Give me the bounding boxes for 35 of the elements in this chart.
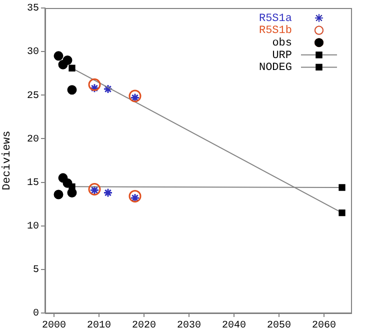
point — [62, 56, 72, 66]
y-tick-label: 10 — [26, 222, 39, 232]
x-tick-label: 2040 — [222, 320, 246, 329]
x-tick-label: 2000 — [42, 320, 66, 329]
x-tick-label: 2050 — [266, 320, 292, 329]
point — [88, 78, 101, 91]
point — [128, 90, 142, 102]
x-tick-label: 2020 — [132, 320, 156, 329]
point — [103, 84, 113, 94]
legend-label: R5S1b — [258, 25, 292, 38]
point — [68, 183, 76, 190]
point — [68, 64, 76, 72]
legend-label: NODEG — [258, 62, 292, 74]
point — [128, 190, 142, 202]
y-tick-label: 20 — [26, 134, 39, 146]
legend-label: URP — [272, 50, 292, 62]
point — [90, 83, 100, 93]
y-tick-label: 30 — [26, 47, 39, 58]
y-tick-label: 0 — [32, 308, 39, 320]
y-tick-label: 25 — [26, 90, 39, 102]
legend-label: R5S1a — [258, 12, 292, 25]
point — [338, 184, 346, 191]
point — [103, 188, 113, 198]
x-tick-label: 2060 — [312, 320, 336, 329]
y-tick-label: 5 — [32, 265, 39, 276]
point — [54, 51, 64, 61]
y-axis-title: Deciviews — [2, 130, 14, 190]
x-tick-label: 2030 — [176, 320, 202, 329]
y-tick-label: 15 — [26, 178, 39, 189]
point — [67, 85, 77, 95]
point — [54, 190, 64, 200]
y-tick-label: 35 — [26, 4, 39, 15]
legend-label: obs — [272, 38, 292, 50]
point — [338, 209, 346, 216]
x-tick-label: 2010 — [86, 320, 112, 329]
